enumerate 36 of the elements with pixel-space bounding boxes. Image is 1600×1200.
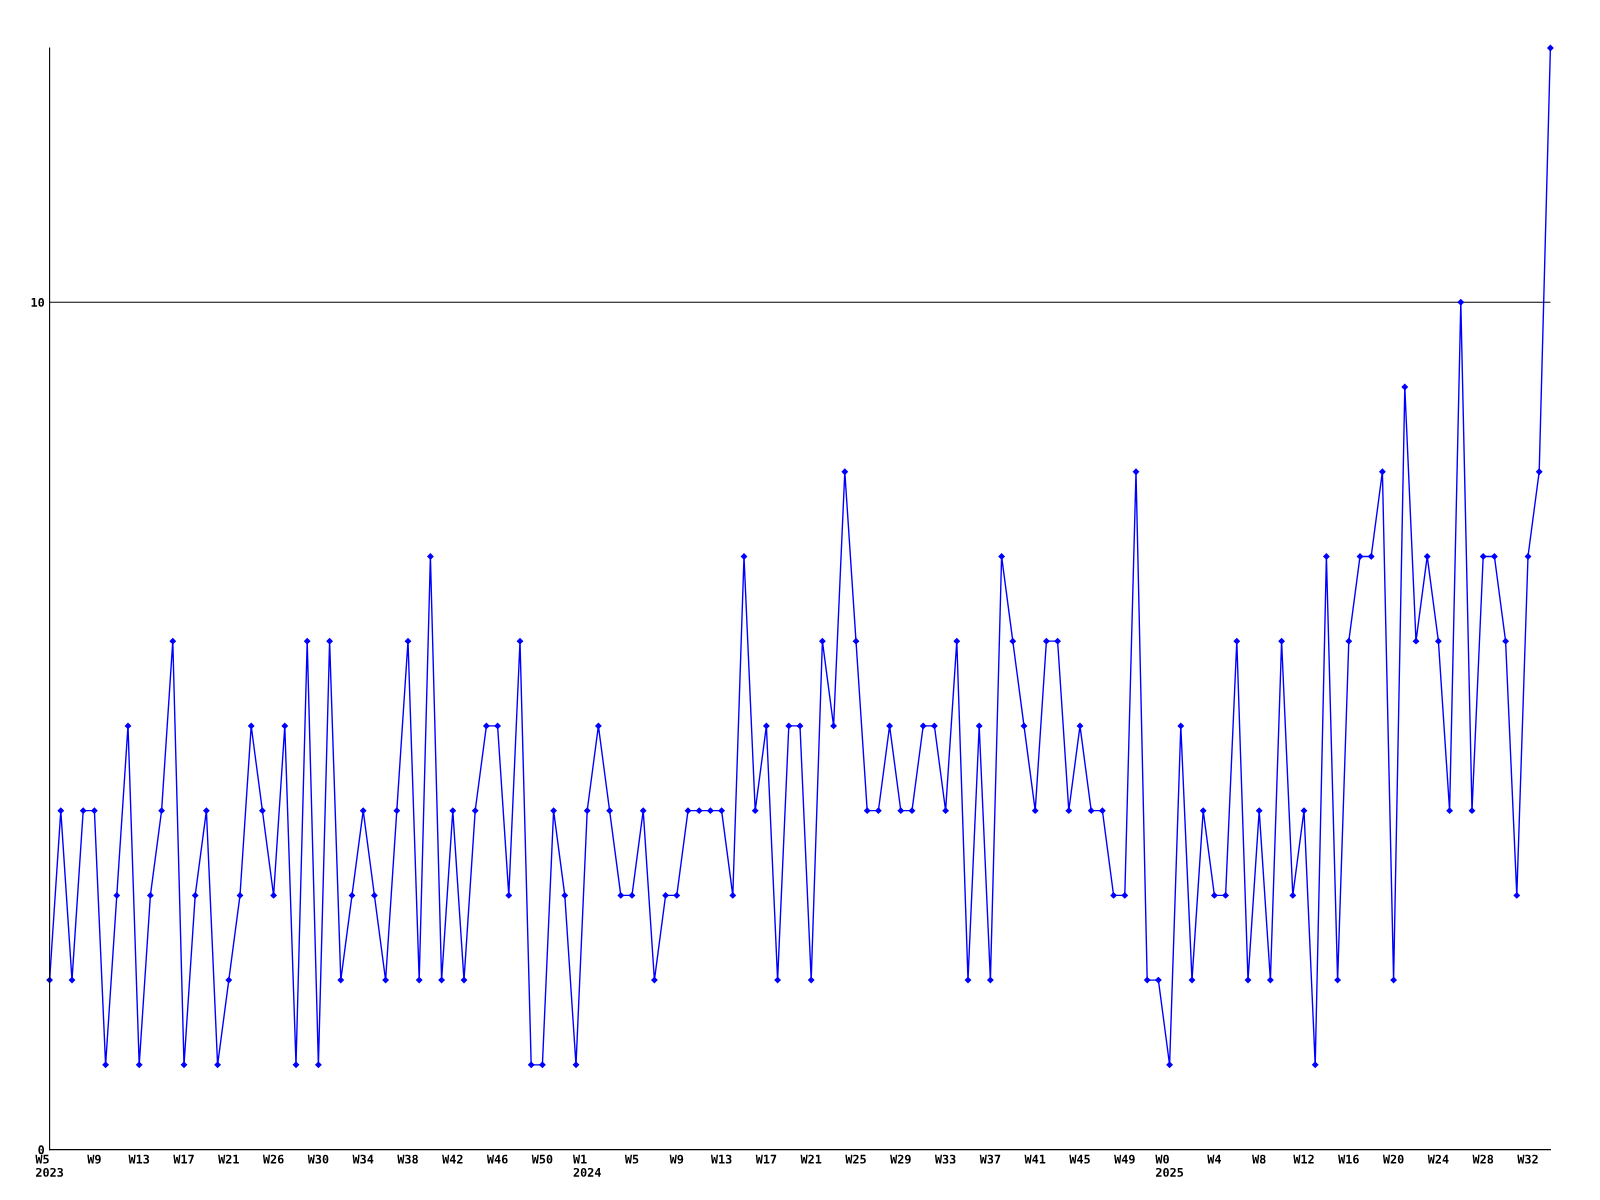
x-tick-label: W21: [218, 1154, 239, 1164]
x-tick-label: W1 2024: [572, 1154, 601, 1177]
x-tick-label: W5 2023: [35, 1154, 64, 1177]
x-tick-label: W16: [1338, 1154, 1359, 1164]
x-tick-label: W24: [1427, 1154, 1449, 1164]
y-tick-label: 0: [38, 1145, 45, 1155]
x-tick-label: W33: [934, 1154, 956, 1164]
x-tick-label: W13: [710, 1154, 732, 1164]
x-tick-label: W21: [800, 1154, 822, 1164]
x-tick-label: W46: [486, 1154, 508, 1164]
x-tick-label: W9: [87, 1154, 101, 1164]
x-tick-label: W20: [1382, 1154, 1404, 1164]
x-tick-label: W0 2025: [1155, 1154, 1184, 1177]
x-tick-label: W37: [979, 1154, 1001, 1164]
x-tick-label: W49: [1114, 1154, 1135, 1164]
x-tick-label: W41: [1024, 1154, 1046, 1164]
x-tick-label: W45: [1069, 1154, 1090, 1164]
x-tick-label: W5: [624, 1154, 639, 1164]
y-tick-label: 10: [31, 297, 45, 307]
x-tick-label: W13: [128, 1154, 150, 1164]
x-tick-label: W38: [397, 1154, 418, 1164]
x-tick-label: W28: [1472, 1154, 1494, 1164]
x-tick-label: W50: [531, 1154, 553, 1164]
x-tick-label: W32: [1517, 1154, 1538, 1164]
x-tick-label: W34: [352, 1154, 374, 1164]
x-tick-label: W8: [1252, 1154, 1266, 1164]
x-tick-label: W30: [307, 1154, 329, 1164]
x-tick-label: W9: [669, 1154, 684, 1164]
x-tick-label: W12: [1293, 1154, 1314, 1164]
x-tick-label: W17: [173, 1154, 194, 1164]
x-tick-label: W4: [1207, 1154, 1221, 1164]
x-tick-label: W26: [262, 1154, 284, 1164]
x-tick-label: W17: [755, 1154, 777, 1164]
x-tick-label: W29: [890, 1154, 911, 1164]
x-tick-label: W42: [442, 1154, 463, 1164]
x-tick-label: W25: [845, 1154, 866, 1164]
